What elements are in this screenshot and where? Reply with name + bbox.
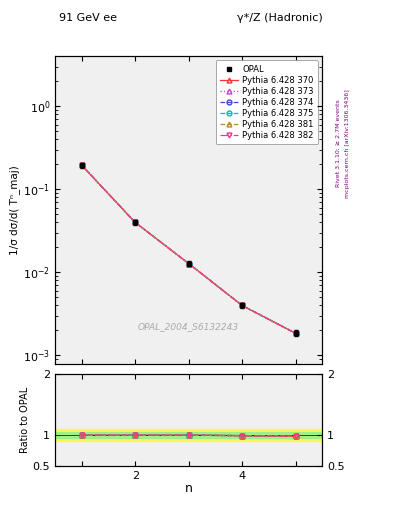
Bar (55, 432, 322, 438)
Legend: OPAL, Pythia 6.428 370, Pythia 6.428 373, Pythia 6.428 374, Pythia 6.428 375, Py: OPAL, Pythia 6.428 370, Pythia 6.428 373… (216, 60, 318, 144)
Text: γ*/Z (Hadronic): γ*/Z (Hadronic) (237, 13, 322, 23)
Text: Rivet 3.1.10; ≥ 2.7M events: Rivet 3.1.10; ≥ 2.7M events (336, 99, 341, 187)
X-axis label: n: n (185, 482, 193, 495)
Y-axis label: Ratio to OPAL: Ratio to OPAL (20, 387, 30, 453)
Bar (55, 429, 322, 441)
Text: mcplots.cern.ch [arXiv:1306.3436]: mcplots.cern.ch [arXiv:1306.3436] (345, 89, 350, 198)
Y-axis label: 1/σ dσ/d( Tⁿ_maj): 1/σ dσ/d( Tⁿ_maj) (9, 165, 20, 255)
Text: OPAL_2004_S6132243: OPAL_2004_S6132243 (138, 322, 239, 331)
Text: 91 GeV ee: 91 GeV ee (59, 13, 117, 23)
